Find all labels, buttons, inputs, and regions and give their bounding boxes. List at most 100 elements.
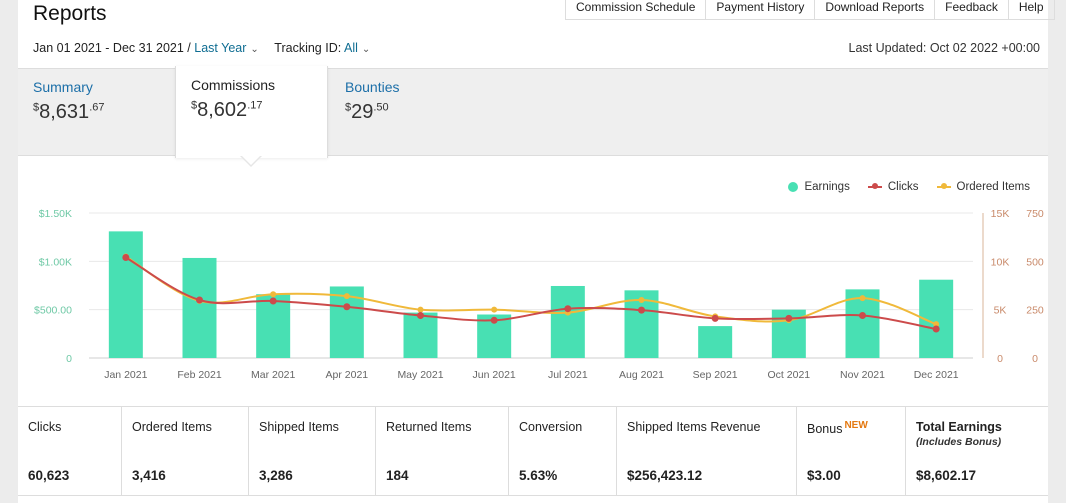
clicks-line bbox=[125, 256, 937, 330]
chevron-down-icon: ⌄ bbox=[250, 44, 259, 55]
clicks-point bbox=[196, 296, 203, 304]
stat-label: Conversion bbox=[519, 420, 583, 434]
ordered-swatch bbox=[936, 183, 951, 189]
stat-label: Returned Items bbox=[386, 420, 472, 434]
active-tab-pointer-fill bbox=[241, 155, 261, 165]
chevron-down-icon: ⌄ bbox=[361, 44, 371, 55]
nav-payment-history[interactable]: Payment History bbox=[706, 0, 816, 20]
y-axis-left-tick: $1.50K bbox=[39, 208, 72, 220]
stat-value: 60,623 bbox=[28, 468, 70, 483]
chart-legend: Earnings Clicks Ordered Items bbox=[788, 181, 1030, 193]
x-axis-tick: Jul 2021 bbox=[548, 369, 588, 381]
nav-commission-schedule[interactable]: Commission Schedule bbox=[566, 0, 707, 20]
x-axis-tick: Dec 2021 bbox=[914, 369, 959, 381]
ordered-items-point bbox=[933, 321, 940, 328]
tab-summary-value: $8,631.67 bbox=[33, 101, 105, 123]
stat-value: 3,416 bbox=[132, 468, 166, 483]
tracking-value: All bbox=[344, 41, 358, 55]
stat-value: $3.00 bbox=[807, 468, 841, 483]
y-axis-left-tick: $500.00 bbox=[34, 305, 72, 317]
x-axis-tick: Jan 2021 bbox=[104, 369, 147, 381]
legend-clicks[interactable]: Clicks bbox=[867, 181, 919, 193]
stat-shipped-items-revenue: Shipped Items Revenue $256,423.12 bbox=[617, 407, 797, 495]
y-axis-right-ordered-tick: 0 bbox=[1032, 353, 1038, 365]
clicks-point bbox=[785, 314, 793, 322]
x-axis-tick: Sep 2021 bbox=[693, 369, 738, 381]
nav-help[interactable]: Help bbox=[1008, 0, 1055, 20]
stat-value: 5.63% bbox=[519, 468, 558, 483]
y-axis-right-ordered-tick: 250 bbox=[1026, 305, 1044, 317]
stat-total-earnings: Total Earnings (Includes Bonus) $8,602.17 bbox=[906, 407, 1048, 495]
stat-label: Bonus NEW bbox=[807, 420, 868, 437]
stat-ordered-items: Ordered Items 3,416 bbox=[122, 407, 249, 495]
earnings-bar bbox=[403, 312, 438, 358]
tab-bounties[interactable]: Bounties $29.50 bbox=[330, 68, 470, 156]
ordered-items-point bbox=[638, 297, 645, 303]
x-axis-tick: Apr 2021 bbox=[326, 369, 369, 381]
x-axis-tick: Aug 2021 bbox=[619, 369, 664, 381]
tab-commissions-value: $8,602.17 bbox=[191, 99, 263, 121]
legend-earnings[interactable]: Earnings bbox=[788, 181, 850, 193]
ordered-items-point bbox=[343, 293, 350, 300]
stat-label: Shipped Items bbox=[259, 420, 339, 434]
y-axis-right-ordered-tick: 750 bbox=[1026, 208, 1044, 220]
earnings-bar bbox=[256, 294, 291, 358]
period-dropdown[interactable]: Last Year ⌄ bbox=[194, 41, 259, 55]
tab-bounties-value: $29.50 bbox=[345, 101, 389, 123]
tab-bounties-label: Bounties bbox=[345, 79, 400, 95]
x-axis-tick: Feb 2021 bbox=[177, 369, 222, 381]
earnings-bar bbox=[550, 285, 585, 358]
legend-ordered-items[interactable]: Ordered Items bbox=[936, 181, 1030, 193]
stat-clicks: Clicks 60,623 bbox=[18, 407, 122, 495]
stat-value: 3,286 bbox=[259, 468, 293, 483]
stat-value: $8,602.17 bbox=[916, 468, 977, 483]
stat-shipped-items: Shipped Items 3,286 bbox=[249, 407, 376, 495]
y-axis-right-clicks-tick: 10K bbox=[991, 256, 1010, 268]
y-axis-right-clicks-tick: 0 bbox=[997, 353, 1003, 365]
filter-row: Jan 01 2021 - Dec 31 2021 / Last Year ⌄ T… bbox=[33, 41, 370, 55]
top-nav: Commission Schedule Payment History Down… bbox=[565, 0, 1055, 20]
stat-conversion: Conversion 5.63% bbox=[509, 407, 617, 495]
tab-summary[interactable]: Summary $8,631.67 bbox=[18, 68, 175, 156]
x-axis-tick: May 2021 bbox=[397, 369, 443, 381]
stat-label: Total Earnings bbox=[916, 420, 1002, 434]
nav-feedback[interactable]: Feedback bbox=[935, 0, 1009, 20]
clicks-point bbox=[564, 305, 572, 313]
earnings-chart: 0 $500.00 $1.00K $1.50K 0 5K 10K 15K 0 250 500 750 J… bbox=[34, 208, 1044, 381]
earnings-bar bbox=[698, 326, 733, 358]
ordered-items-point bbox=[859, 295, 866, 302]
earnings-bar bbox=[108, 231, 143, 358]
clicks-swatch bbox=[867, 183, 882, 189]
clicks-point bbox=[932, 325, 940, 333]
nav-download-reports[interactable]: Download Reports bbox=[815, 0, 936, 20]
ordered-items-point bbox=[417, 306, 424, 313]
x-axis-tick: Nov 2021 bbox=[840, 369, 885, 381]
clicks-point bbox=[122, 253, 130, 261]
stat-bonus: Bonus NEW $3.00 bbox=[797, 407, 906, 495]
clicks-point bbox=[859, 311, 866, 319]
stat-label: Clicks bbox=[28, 420, 62, 434]
date-separator: / bbox=[187, 41, 191, 55]
ordered-items-point bbox=[491, 306, 498, 313]
clicks-point bbox=[343, 303, 351, 311]
clicks-point bbox=[638, 306, 645, 314]
period-label: Last Year bbox=[194, 41, 247, 55]
clicks-point bbox=[269, 297, 277, 305]
stat-value: 184 bbox=[386, 468, 409, 483]
earnings-bar bbox=[182, 257, 217, 358]
tracking-id-dropdown[interactable]: Tracking ID: All ⌄ bbox=[274, 41, 370, 55]
x-axis-tick: Mar 2021 bbox=[251, 369, 296, 381]
last-updated: Last Updated: Oct 02 2022 +00:00 bbox=[848, 41, 1040, 55]
page-title: Reports bbox=[33, 2, 107, 25]
stat-sublabel: (Includes Bonus) bbox=[916, 436, 1002, 448]
clicks-point bbox=[490, 316, 498, 324]
y-axis-left-tick: $1.00K bbox=[39, 256, 72, 268]
date-range: Jan 01 2021 - Dec 31 2021 bbox=[33, 41, 184, 55]
stat-label: Shipped Items Revenue bbox=[627, 420, 761, 434]
clicks-point bbox=[417, 311, 424, 319]
y-axis-left-tick: 0 bbox=[66, 353, 72, 365]
tracking-label: Tracking ID: bbox=[274, 41, 342, 55]
tab-commissions[interactable]: Commissions $8,602.17 bbox=[175, 66, 328, 158]
new-badge: NEW bbox=[844, 420, 868, 431]
y-axis-right-clicks-tick: 5K bbox=[994, 305, 1007, 317]
